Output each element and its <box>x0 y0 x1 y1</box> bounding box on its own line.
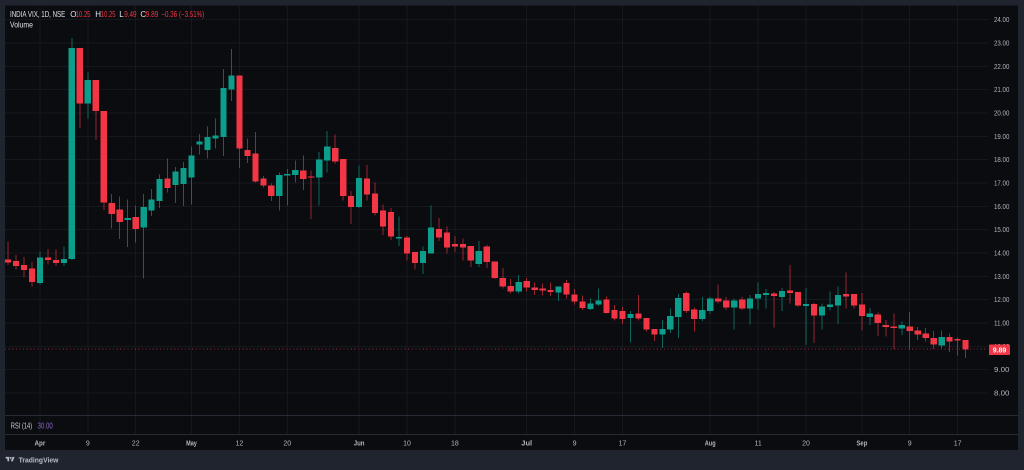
svg-text:20.00: 20.00 <box>994 111 1009 118</box>
svg-text:22: 22 <box>132 441 140 448</box>
svg-text:9.49: 9.49 <box>124 10 137 19</box>
svg-text:9.89: 9.89 <box>993 347 1007 354</box>
svg-text:16.00: 16.00 <box>994 204 1009 211</box>
svg-text:19.00: 19.00 <box>994 134 1009 141</box>
svg-text:Apr: Apr <box>35 441 46 448</box>
svg-text:10.25: 10.25 <box>101 10 116 19</box>
svg-text:23.00: 23.00 <box>994 40 1009 47</box>
svg-text:C: C <box>140 10 146 19</box>
svg-text:O: O <box>70 10 76 19</box>
svg-text:L: L <box>119 10 124 19</box>
svg-text:Sep: Sep <box>857 441 868 448</box>
svg-text:15.00: 15.00 <box>994 227 1009 234</box>
svg-text:24.00: 24.00 <box>994 17 1009 24</box>
svg-text:18.00: 18.00 <box>994 157 1009 164</box>
svg-text:8.00: 8.00 <box>994 391 1010 398</box>
svg-text:11: 11 <box>754 441 761 448</box>
svg-text:Jun: Jun <box>354 441 365 448</box>
svg-text:10: 10 <box>403 441 411 448</box>
svg-text:17: 17 <box>619 441 627 448</box>
svg-text:18: 18 <box>451 441 459 448</box>
svg-text:H: H <box>95 10 101 19</box>
svg-text:14.00: 14.00 <box>994 251 1009 258</box>
svg-text:30.00: 30.00 <box>38 421 54 430</box>
svg-text:22.00: 22.00 <box>994 64 1009 71</box>
svg-text:Jul: Jul <box>521 441 532 448</box>
svg-text:17.00: 17.00 <box>994 181 1009 188</box>
svg-text:13.00: 13.00 <box>994 274 1009 281</box>
svg-text:Aug: Aug <box>705 441 716 448</box>
svg-text:Volume: Volume <box>10 20 33 29</box>
svg-text:−0.36 (−3.51%): −0.36 (−3.51%) <box>161 10 204 19</box>
svg-text:RSI (14): RSI (14) <box>11 421 33 430</box>
svg-text:INDIA VIX, 1D, NSE: INDIA VIX, 1D, NSE <box>10 10 65 19</box>
svg-text:9: 9 <box>908 441 912 448</box>
svg-text:9.00: 9.00 <box>994 367 1010 374</box>
svg-text:12.00: 12.00 <box>994 297 1009 304</box>
svg-text:12: 12 <box>236 441 244 448</box>
svg-text:9: 9 <box>86 441 90 448</box>
svg-text:May: May <box>186 441 197 448</box>
svg-text:TradingView: TradingView <box>19 456 59 465</box>
svg-text:17: 17 <box>954 441 962 448</box>
svg-text:9.89: 9.89 <box>146 10 159 19</box>
svg-text:20: 20 <box>283 441 291 448</box>
svg-text:9: 9 <box>573 441 577 448</box>
svg-text:21.00: 21.00 <box>994 87 1009 94</box>
svg-text:10.25: 10.25 <box>76 10 91 19</box>
svg-text:20: 20 <box>802 441 810 448</box>
svg-text:11.00: 11.00 <box>994 321 1009 328</box>
